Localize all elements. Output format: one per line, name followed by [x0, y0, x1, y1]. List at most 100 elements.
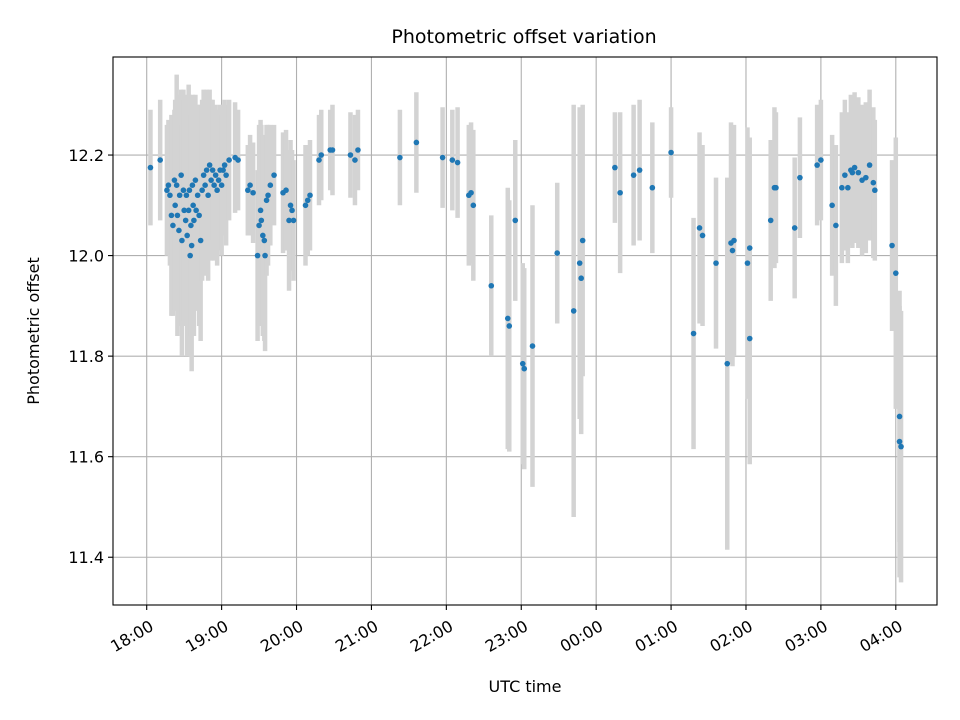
data-point: [872, 187, 878, 194]
data-point: [171, 177, 178, 183]
data-point: [235, 157, 241, 163]
data-point: [167, 192, 173, 199]
data-point: [250, 189, 256, 196]
data-point: [454, 159, 461, 166]
data-point: [265, 192, 271, 199]
data-point: [851, 164, 858, 171]
data-point: [200, 172, 207, 178]
data-point: [304, 197, 311, 204]
data-point: [223, 172, 229, 178]
data-point: [576, 260, 583, 266]
data-point: [190, 202, 196, 209]
data-point: [199, 187, 205, 194]
data-point: [506, 323, 513, 329]
data-point: [187, 252, 193, 259]
data-point: [744, 260, 751, 266]
data-point: [173, 182, 180, 189]
data-point: [176, 192, 183, 199]
data-point: [519, 360, 526, 367]
data-point: [267, 182, 274, 189]
data-point: [488, 282, 495, 289]
data-point: [512, 217, 519, 224]
data-point: [212, 172, 219, 178]
data-point: [178, 172, 184, 178]
data-point: [316, 157, 322, 163]
data-point: [896, 413, 903, 420]
data-point: [630, 172, 637, 178]
data-point: [192, 177, 199, 183]
data-point: [172, 202, 178, 209]
data-point: [449, 157, 456, 163]
data-point: [260, 232, 266, 239]
data-point: [731, 237, 737, 244]
data-point: [690, 330, 697, 337]
data-point: [696, 225, 703, 231]
data-point: [713, 260, 719, 266]
y-axis-label: Photometric offset: [24, 257, 43, 405]
data-point: [196, 212, 202, 219]
y-tick-label: 11.6: [68, 448, 104, 467]
data-point: [286, 217, 292, 224]
x-tick-label: 00:00: [557, 616, 606, 656]
data-point: [290, 217, 297, 224]
data-point: [157, 157, 163, 163]
x-tick-label: 03:00: [781, 616, 830, 656]
data-point: [855, 169, 862, 176]
x-tick-label: 02:00: [707, 616, 756, 656]
x-tick-label: 19:00: [182, 616, 231, 656]
data-point: [221, 162, 228, 168]
data-point: [898, 443, 904, 450]
y-tick-label: 11.4: [68, 548, 104, 567]
data-point: [468, 189, 474, 196]
data-point: [262, 252, 268, 259]
data-point: [205, 192, 211, 199]
data-point: [245, 187, 251, 194]
data-point: [258, 217, 265, 224]
data-point: [612, 164, 618, 171]
data-point: [470, 202, 477, 209]
plot-frame: [112, 56, 938, 606]
data-point: [413, 139, 420, 146]
data-point: [174, 212, 181, 219]
data-point: [529, 343, 536, 349]
data-point: [287, 202, 294, 209]
data-point: [170, 222, 176, 229]
data-points: [147, 139, 904, 450]
data-point: [188, 222, 194, 229]
data-point: [352, 157, 358, 163]
data-point: [185, 207, 192, 214]
data-point: [193, 207, 199, 214]
data-point: [191, 217, 197, 224]
data-point: [355, 147, 361, 153]
y-tick-label: 12.0: [68, 247, 104, 266]
data-point: [257, 207, 264, 214]
x-tick-label: 01:00: [632, 616, 681, 656]
data-point: [263, 197, 270, 204]
data-point: [791, 225, 798, 231]
data-point: [226, 157, 232, 163]
data-point: [182, 217, 189, 224]
data-point: [636, 167, 643, 173]
data-point: [197, 237, 204, 244]
data-point: [729, 247, 736, 254]
data-point: [188, 242, 195, 249]
data-point: [168, 212, 175, 219]
data-point: [839, 184, 845, 191]
data-point: [254, 252, 261, 259]
data-point: [866, 162, 873, 168]
data-point: [186, 187, 193, 194]
data-point: [302, 202, 309, 209]
data-point: [289, 207, 295, 214]
data-point: [202, 182, 208, 189]
data-point: [261, 237, 268, 244]
data-point: [179, 237, 185, 244]
data-point: [746, 335, 753, 342]
data-point: [578, 275, 584, 282]
data-point: [164, 187, 170, 194]
data-point: [842, 172, 848, 178]
data-point: [649, 184, 656, 191]
data-point: [521, 365, 528, 372]
data-point: [256, 222, 262, 229]
data-point: [833, 222, 839, 229]
data-point: [307, 192, 313, 199]
